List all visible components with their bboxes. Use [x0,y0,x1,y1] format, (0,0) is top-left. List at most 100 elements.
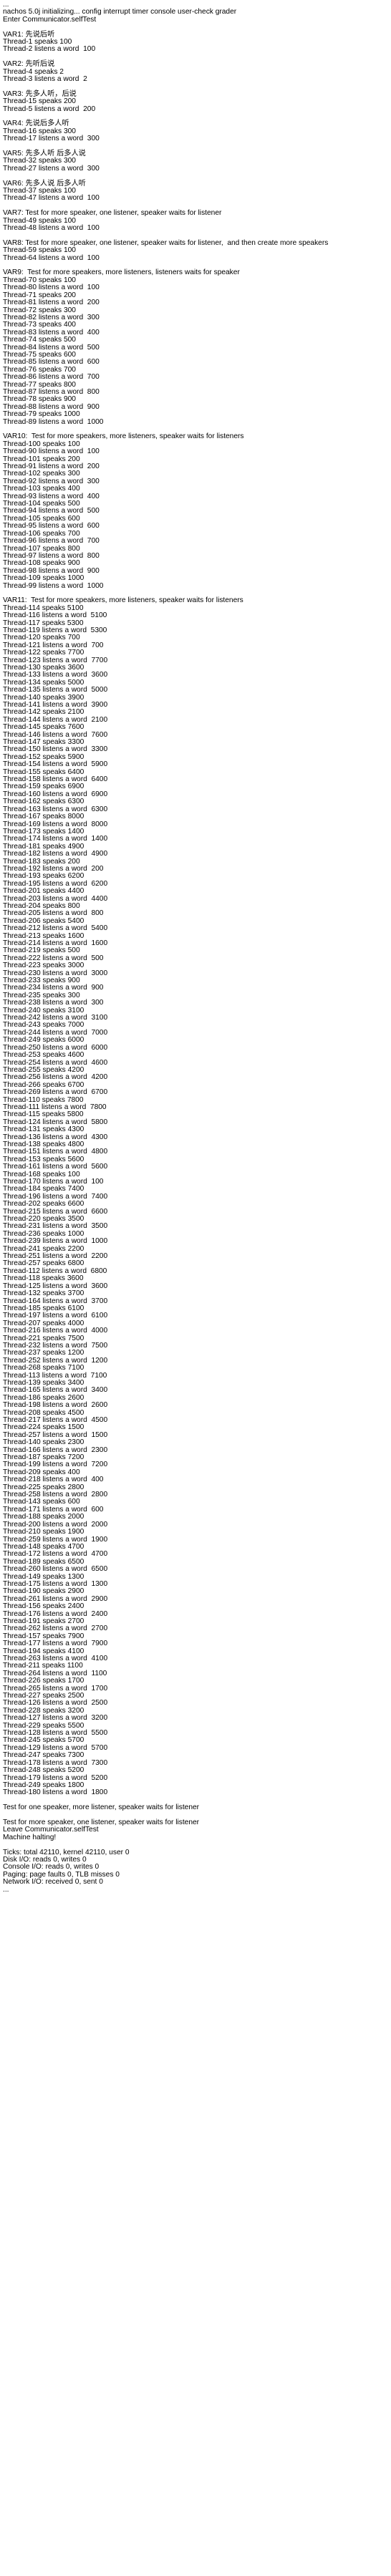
console-line: Thread-190 speaks 2900 [3,1587,85,1596]
console-line: Test for one speaker, more listener, spe… [3,1803,200,1812]
console-line: Thread-178 listens a word 7300 [3,1758,108,1767]
console-line: Thread-189 speaks 6500 [3,1557,85,1566]
console-line: Thread-37 speaks 100 [3,187,76,195]
console-line: Thread-143 speaks 600 [3,1498,80,1506]
console-line: Thread-101 speaks 200 [3,455,80,463]
console-line: Enter Communicator.selfTest [3,15,97,24]
console-line: Thread-151 listens a word 4800 [3,1148,108,1156]
console-line: Thread-131 speaks 4300 [3,1125,85,1134]
console-line: Thread-121 listens a word 700 [3,641,104,649]
console-line: Thread-71 speaks 200 [3,291,76,299]
console-line: Thread-157 speaks 7900 [3,1632,85,1640]
console-line: Thread-142 speaks 2100 [3,708,85,717]
console-line: Thread-204 speaks 800 [3,901,80,910]
console-line: Thread-245 speaks 5700 [3,1736,85,1745]
console-line: Thread-159 speaks 6900 [3,783,85,791]
console-line: Thread-108 speaks 900 [3,559,80,568]
console-line: Thread-169 listens a word 8000 [3,820,108,828]
console-line: Thread-124 listens a word 5800 [3,1118,108,1126]
console-line: Machine halting! [3,1833,57,1841]
console-line: Thread-235 speaks 300 [3,991,80,999]
console-line: VAR1: 先说后听 [3,30,55,39]
console-line: Thread-88 listens a word 900 [3,402,100,411]
console-line: Thread-172 listens a word 4700 [3,1550,108,1559]
console-line: Thread-140 speaks 2300 [3,1438,85,1447]
console-line: Thread-256 listens a word 4200 [3,1073,108,1082]
console-line: Thread-125 listens a word 3600 [3,1282,108,1290]
console-line: Thread-185 speaks 6100 [3,1304,85,1312]
console-output: ... nachos 5.0j initializing... config in… [3,1,388,1893]
console-line: Thread-241 speaks 2200 [3,1244,85,1253]
console-line: Thread-197 listens a word 6100 [3,1312,108,1320]
console-line: Thread-32 speaks 300 [3,157,76,165]
console-line: Thread-202 speaks 6600 [3,1200,85,1209]
console-line: Thread-215 listens a word 6600 [3,1207,108,1216]
console-line: Thread-230 listens a word 3000 [3,969,108,977]
console-line: Thread-268 speaks 7100 [3,1364,85,1372]
console-line: Thread-176 listens a word 2400 [3,1609,108,1618]
console-line: Thread-223 speaks 3000 [3,962,85,970]
console-line: Thread-222 listens a word 500 [3,954,104,962]
console-line: Thread-16 speaks 300 [3,127,76,135]
console-line: Thread-115 speaks 5800 [3,1110,84,1119]
console-line: Thread-177 listens a word 7900 [3,1640,108,1648]
console-line: Thread-196 listens a word 7400 [3,1192,108,1201]
console-line: Thread-160 listens a word 6900 [3,790,108,798]
console-line: Thread-109 speaks 1000 [3,574,85,583]
console-line: Thread-93 listens a word 400 [3,492,100,500]
console-line: Thread-5 listens a word 200 [3,105,96,113]
console-line: Thread-180 listens a word 1800 [3,1788,108,1797]
console-line: Thread-116 listens a word 5100 [3,611,107,620]
console-line: Thread-232 listens a word 7500 [3,1341,108,1350]
console-line: Thread-226 speaks 1700 [3,1677,85,1685]
console-line: Thread-148 speaks 4700 [3,1542,85,1551]
console-line: Thread-254 listens a word 4600 [3,1058,108,1067]
console-line: Thread-87 listens a word 800 [3,387,100,396]
console-line: VAR6: 先多人说 后多人听 [3,179,86,188]
console-line: Thread-140 speaks 3900 [3,693,85,702]
console-line: Thread-156 speaks 2400 [3,1602,85,1611]
console-line: Thread-83 listens a word 400 [3,328,100,336]
console-line: Thread-79 speaks 1000 [3,410,80,419]
console-line: Thread-76 speaks 700 [3,365,76,374]
console-line: Thread-99 listens a word 1000 [3,581,104,590]
console-line: Thread-27 listens a word 300 [3,164,100,173]
console-line: Thread-59 speaks 100 [3,246,76,255]
console-line: Thread-208 speaks 4500 [3,1408,85,1417]
console-line: Thread-262 listens a word 2700 [3,1624,108,1633]
console-line: Thread-100 speaks 100 [3,440,80,448]
console-line: Thread-74 speaks 500 [3,336,76,344]
console-line: Thread-73 speaks 400 [3,321,76,329]
console-line: Thread-224 speaks 1500 [3,1423,85,1432]
console-line: Thread-260 listens a word 6500 [3,1565,108,1574]
console-line: Thread-1 speaks 100 [3,38,72,47]
console-line: Thread-3 listens a word 2 [3,75,87,84]
console-line: Thread-2 listens a word 100 [3,45,96,54]
console-line: Thread-219 speaks 500 [3,946,80,955]
console-line: Thread-201 speaks 4400 [3,887,85,896]
console-line: Thread-49 speaks 100 [3,216,76,225]
console-line: Thread-128 listens a word 5500 [3,1729,108,1738]
console-line: Thread-164 listens a word 3700 [3,1297,108,1305]
console-line: Thread-94 listens a word 500 [3,507,100,515]
console-line: Thread-199 listens a word 7200 [3,1461,108,1469]
console-line: Thread-90 listens a word 100 [3,447,100,456]
console-line: Thread-212 listens a word 5400 [3,924,108,933]
console-line: Thread-91 listens a word 200 [3,463,100,471]
console-line [3,54,388,61]
console-line: Thread-237 speaks 1200 [3,1349,85,1357]
console-line: Thread-95 listens a word 600 [3,522,100,531]
console-line: Thread-158 listens a word 6400 [3,775,108,784]
console-line: Thread-113 listens a word 7100 [3,1371,107,1380]
console-line: Thread-187 speaks 7200 [3,1453,85,1462]
console-line: VAR10: Test for more speakers, more list… [3,432,244,441]
console-line: Thread-175 listens a word 1300 [3,1579,108,1588]
console-line: Thread-122 speaks 7700 [3,649,85,657]
console-line: Thread-184 speaks 7400 [3,1185,85,1193]
console-line: Thread-261 listens a word 2900 [3,1594,108,1603]
console-line: Thread-119 listens a word 5300 [3,626,107,634]
console-line: Leave Communicator.selfTest [3,1826,99,1834]
console-line: Thread-17 listens a word 300 [3,135,100,143]
console-line: Thread-136 listens a word 4300 [3,1133,108,1141]
console-line: Thread-258 listens a word 2800 [3,1491,108,1499]
